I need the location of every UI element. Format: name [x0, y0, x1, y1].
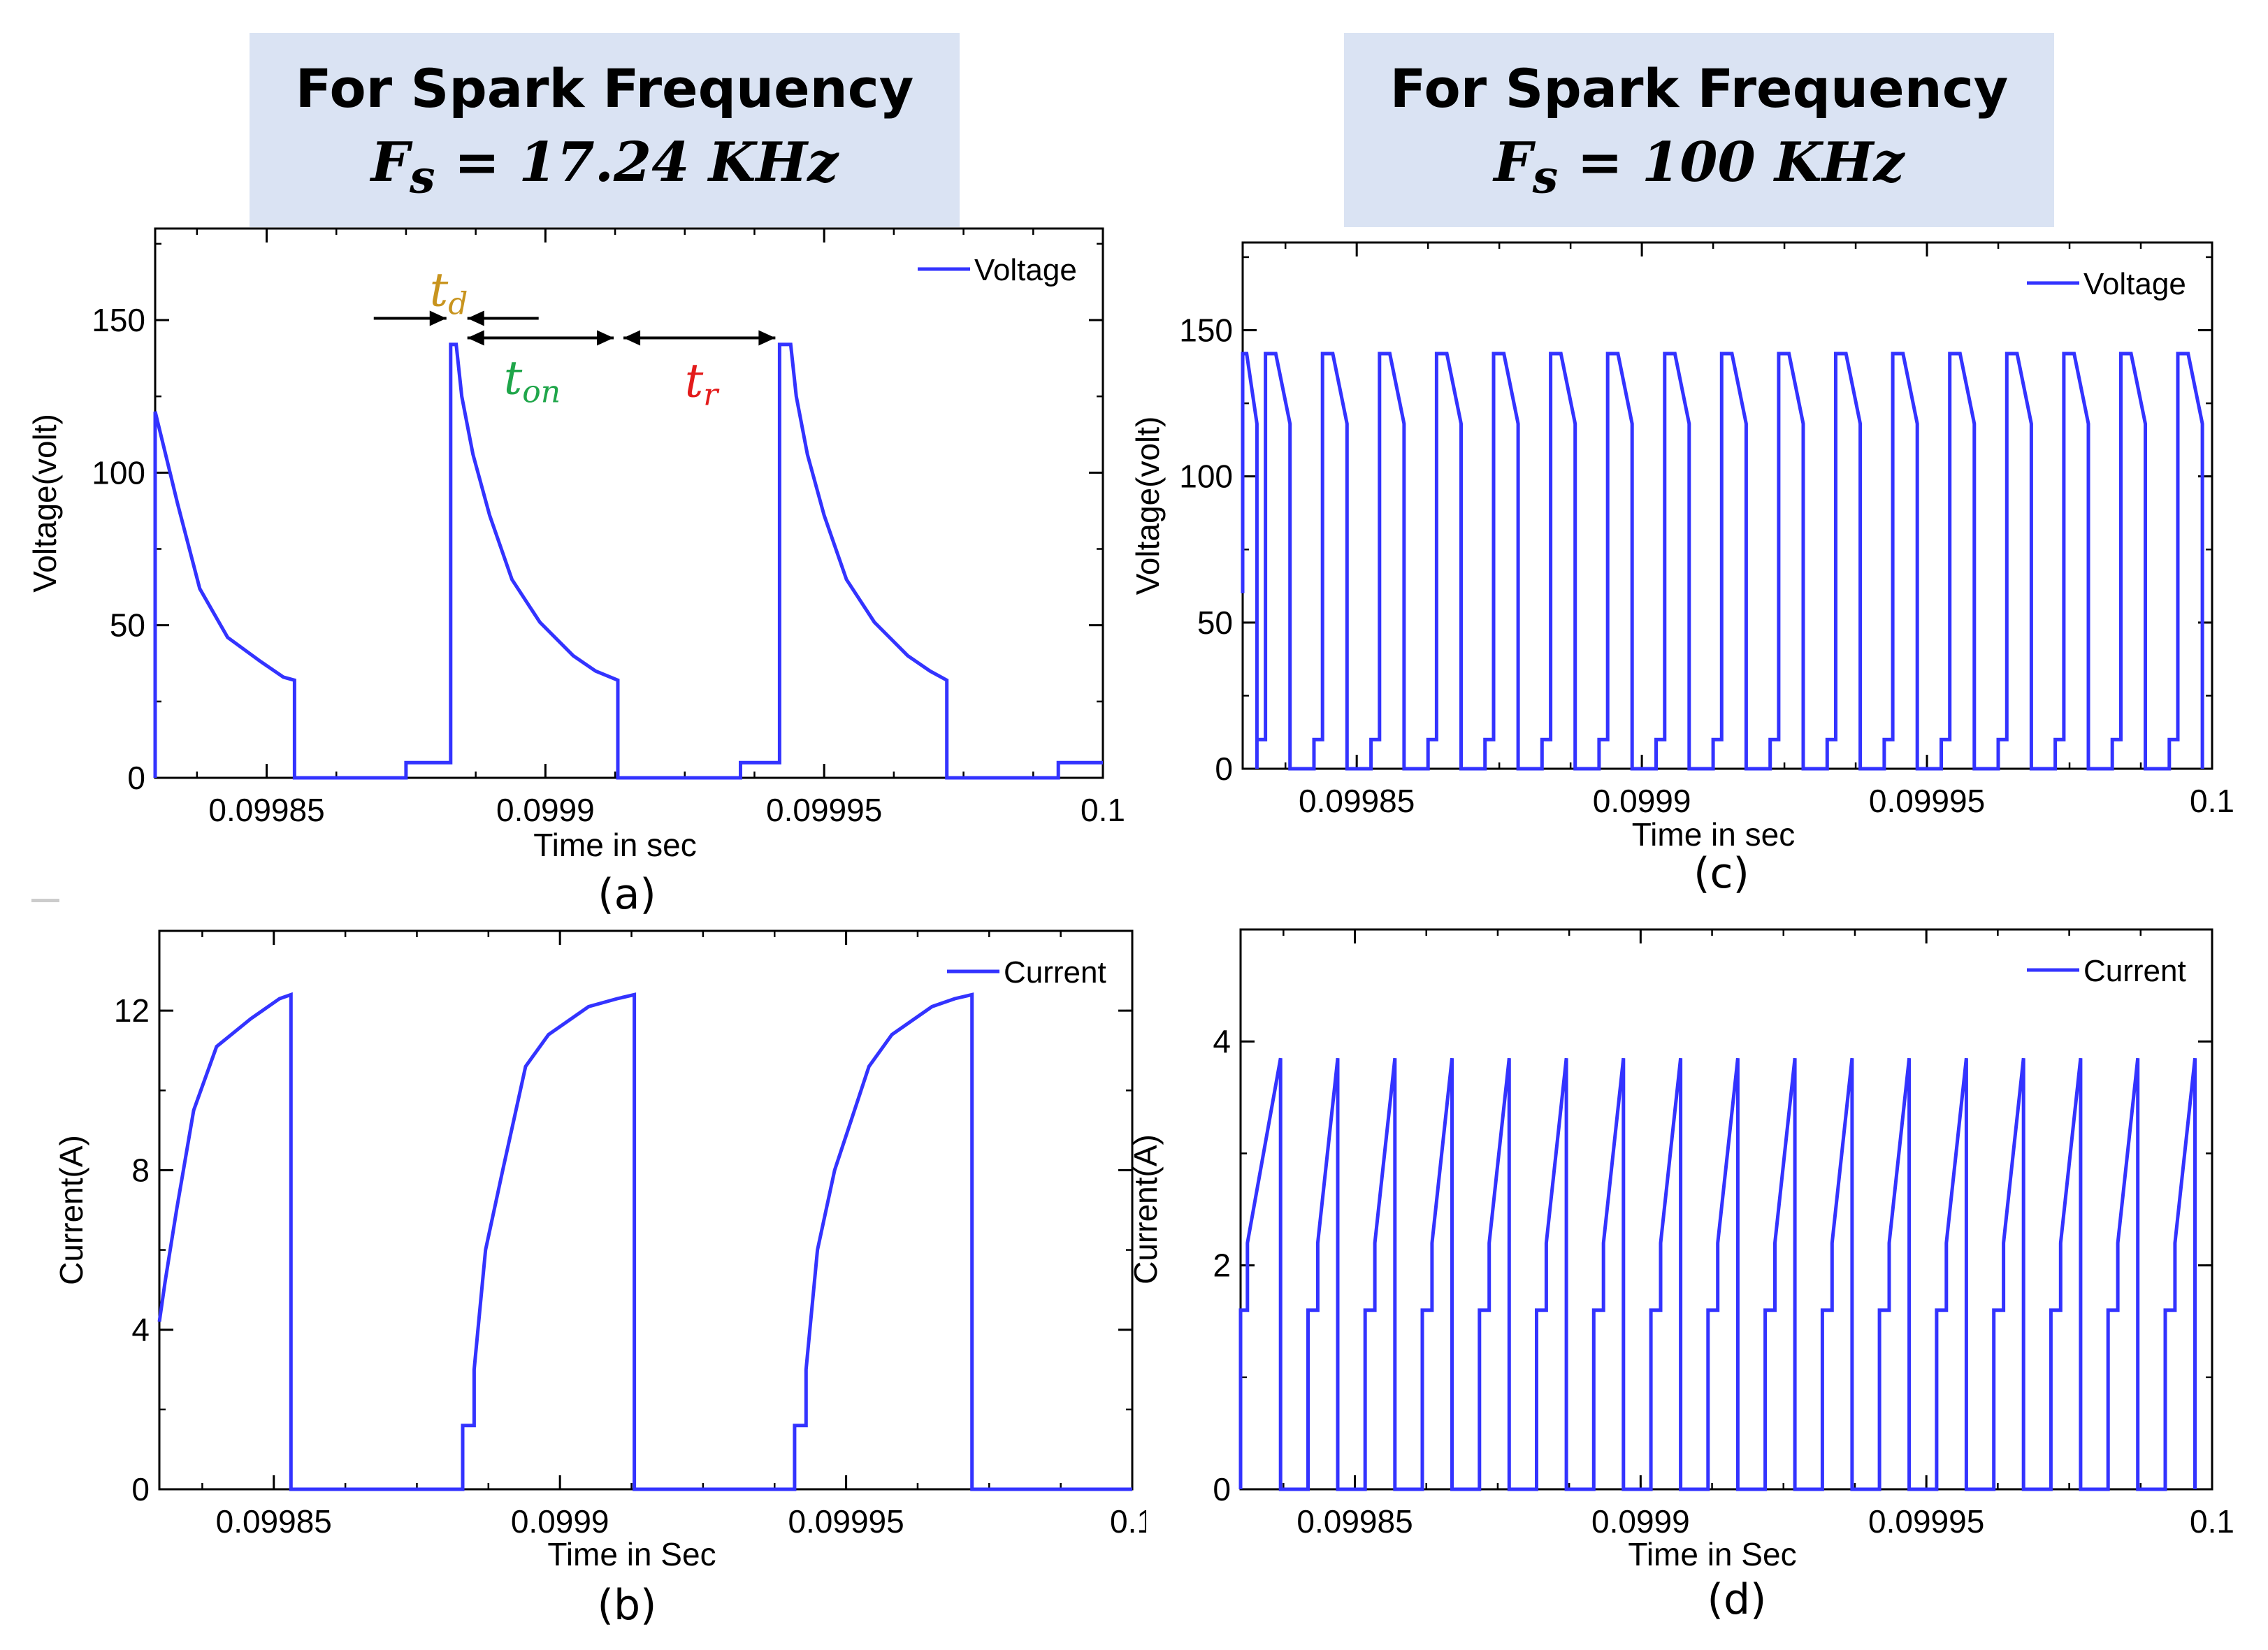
xtick-label-a: 0.0999 — [496, 792, 595, 828]
ytick-label-a: 0 — [127, 760, 145, 796]
header-c-sub: s — [1532, 150, 1559, 204]
plot-frame-b — [158, 929, 1134, 1491]
ton-arrowhead-right — [597, 330, 614, 346]
ton-label-base: t — [504, 351, 523, 405]
xtick-label-c: 0.09995 — [1869, 783, 1985, 819]
stray-dash — [31, 899, 59, 902]
ylabel-b: Current(A) — [53, 1135, 89, 1285]
xtick-label-c: 0.0999 — [1593, 783, 1691, 819]
td-label: td — [430, 263, 468, 321]
ytick-label-c: 0 — [1215, 751, 1233, 787]
ton-arrowhead-left — [467, 330, 484, 346]
xtick-label-b: 0.0999 — [511, 1503, 609, 1540]
ylabel-c: Voltage(volt) — [1132, 417, 1166, 595]
chart-d: 0.09985 0.0999 0.09995 0.1 0 2 4 Time in Sec Cur… — [1132, 928, 2234, 1572]
legend-label-d: Current — [2083, 954, 2186, 988]
plot-frame-a — [154, 227, 1104, 779]
series-line-b — [157, 992, 1132, 1491]
xtick-label-a: 0.1 — [1081, 792, 1125, 828]
ytick-label-b: 8 — [131, 1152, 150, 1188]
xlabel-a: Time in sec — [533, 827, 696, 863]
series-line-a — [153, 342, 1103, 780]
tr-arrowhead-left — [623, 330, 641, 346]
xtick-label-a: 0.09995 — [766, 792, 882, 828]
legend-label-c: Voltage — [2083, 267, 2186, 301]
ytick-label-d: 4 — [1213, 1023, 1231, 1059]
xtick-label-a: 0.09985 — [208, 792, 324, 828]
ytick-label-c: 50 — [1197, 605, 1233, 641]
td-arrowhead-left — [429, 310, 447, 326]
xlabel-b: Time in Sec — [547, 1536, 716, 1572]
ytick-label-a: 150 — [92, 302, 145, 338]
td-arrowhead-right — [467, 310, 484, 326]
td-label-base: t — [430, 263, 449, 317]
xlabel-d: Time in Sec — [1628, 1536, 1796, 1572]
ytick-label-a: 100 — [92, 454, 145, 491]
tr-label-base: t — [685, 354, 704, 407]
xtick-label-c: 0.09985 — [1299, 783, 1415, 819]
xlabel-c: Time in sec — [1632, 816, 1795, 853]
ytick-label-b: 4 — [131, 1312, 150, 1348]
tr-label-sub: r — [703, 377, 720, 412]
header-a-symbol: F — [370, 131, 410, 194]
xtick-label-b: 0.09985 — [216, 1503, 332, 1540]
xtick-label-b: 0.09995 — [788, 1503, 904, 1540]
header-a: For Spark Frequency Fs = 17.24 KHz — [250, 33, 960, 227]
legend-label-b: Current — [1004, 955, 1106, 990]
ton-label: ton — [504, 351, 561, 410]
xtick-label-d: 0.1 — [2190, 1503, 2234, 1540]
header-c-formula: Fs = 100 KHz — [1344, 128, 2054, 212]
header-c-title: For Spark Frequency — [1389, 57, 2009, 120]
xtick-label-d: 0.09995 — [1868, 1503, 1984, 1540]
ton-label-sub: on — [522, 374, 561, 410]
xtick-label-b: 0.1 — [1110, 1503, 1146, 1540]
ytick-label-d: 2 — [1213, 1247, 1231, 1284]
header-c-symbol: F — [1494, 131, 1533, 194]
header-a-title: For Spark Frequency — [295, 57, 914, 120]
header-a-formula: Fs = 17.24 KHz — [250, 128, 960, 212]
caption-d: (d) — [1707, 1575, 1767, 1624]
ytick-label-c: 150 — [1179, 312, 1233, 349]
ylabel-a: Voltage(volt) — [27, 414, 63, 593]
ylabel-d: Current(A) — [1132, 1134, 1164, 1284]
chart-c: 0.09985 0.0999 0.09995 0.1 0 50 100 150 Time in … — [1132, 241, 2234, 853]
header-c: For Spark Frequency Fs = 100 KHz — [1344, 33, 2054, 227]
header-c-eq: = 100 KHz — [1577, 131, 1905, 194]
header-a-eq: = 17.24 KHz — [454, 131, 839, 194]
tr-arrowhead-right — [758, 330, 776, 346]
xtick-label-c: 0.1 — [2190, 783, 2234, 819]
td-label-sub: d — [448, 286, 468, 321]
tr-label: tr — [685, 354, 721, 412]
ytick-label-d: 0 — [1213, 1471, 1231, 1507]
plot-frame-c — [1241, 241, 2213, 770]
ytick-label-b: 12 — [114, 992, 150, 1029]
chart-a: 0.09985 0.0999 0.09995 0.1 0 50 100 150 Time in … — [27, 227, 1125, 863]
ytick-label-b: 0 — [131, 1471, 150, 1507]
plot-frame-d — [1239, 928, 2213, 1491]
legend-label-a: Voltage — [974, 253, 1077, 287]
ytick-label-c: 100 — [1179, 458, 1233, 495]
ytick-label-a: 50 — [110, 607, 145, 644]
xtick-label-d: 0.0999 — [1591, 1503, 1690, 1540]
series-line-c — [1241, 352, 2204, 771]
header-a-sub: s — [409, 150, 435, 204]
caption-a: (a) — [598, 870, 656, 919]
chart-b: 0.09985 0.0999 0.09995 0.1 0 4 8 12 Time in Sec C… — [53, 929, 1146, 1572]
series-line-d — [1238, 1057, 2197, 1491]
caption-c: (c) — [1693, 849, 1749, 898]
xtick-label-d: 0.09985 — [1296, 1503, 1413, 1540]
caption-b: (b) — [597, 1581, 657, 1630]
